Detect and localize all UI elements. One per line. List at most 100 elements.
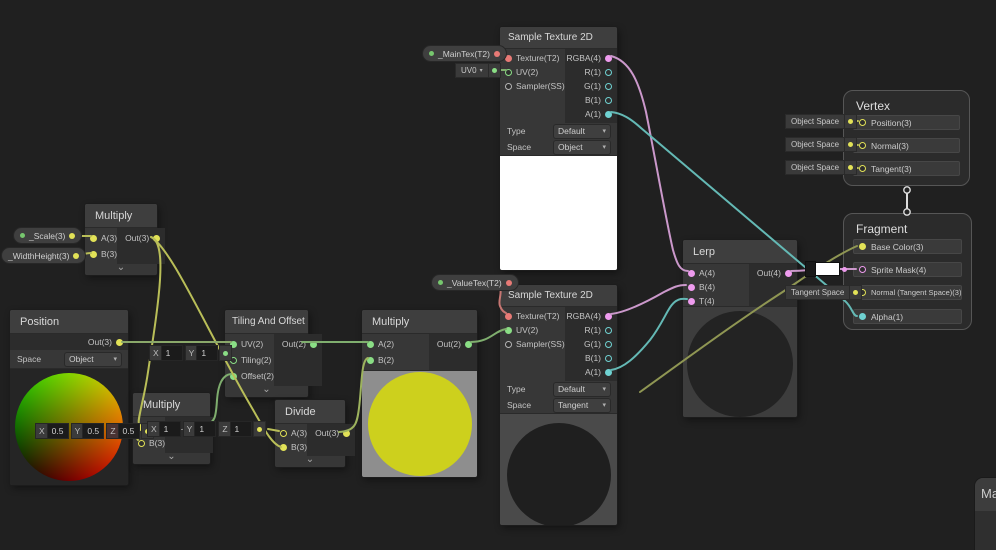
chip-tangent-space[interactable]: Tangent Space [786, 286, 862, 299]
fragment-row-sprite-mask[interactable]: Sprite Mask(4) [853, 262, 962, 277]
vertex-row-normal[interactable]: Normal(3) [853, 138, 960, 153]
output-port-g[interactable] [605, 82, 612, 90]
output-port-r[interactable] [605, 326, 612, 334]
node-title[interactable]: Multiply [362, 310, 477, 334]
input-port-texture[interactable] [505, 312, 512, 320]
node-sample-texture-2d-1[interactable]: Sample Texture 2D Texture(T2) UV(2) Samp… [500, 27, 617, 270]
fragment-row-normal[interactable]: Normal (Tangent Space)(3) [853, 285, 962, 300]
chip-object-space-1[interactable]: Object Space [786, 115, 857, 128]
vertex-row-position[interactable]: Position(3) [853, 115, 960, 130]
pill-output-port[interactable] [69, 232, 76, 239]
output-port-rgba[interactable] [605, 312, 612, 320]
pill-output-port[interactable] [73, 252, 80, 259]
node-title[interactable]: Multiply [133, 393, 210, 417]
input-port-b[interactable] [688, 283, 695, 291]
uv-channel-dropdown[interactable]: UV0 ▾ [456, 64, 488, 77]
output-port[interactable] [343, 429, 351, 437]
node-divide[interactable]: Divide A(3) B(3) Out(3) ⌄ [275, 400, 356, 467]
input-port-offset[interactable] [230, 372, 237, 380]
input-port-uv[interactable] [505, 326, 512, 334]
collapse-chevron-icon[interactable]: ⌄ [133, 452, 210, 464]
main-preview-title[interactable]: Ma [975, 478, 996, 511]
block-vertex[interactable]: Vertex Position(3) Normal(3) Tangent(3) [843, 90, 970, 186]
field-x-value[interactable]: 0.5 [47, 424, 68, 438]
property-pill-maintex[interactable]: _MainTex(T2) [423, 46, 506, 61]
fragment-row-base-color[interactable]: Base Color(3) [853, 239, 962, 254]
input-port-t[interactable] [688, 297, 695, 305]
field-z-value[interactable]: 1 [230, 422, 251, 436]
input-port-b[interactable] [138, 439, 145, 447]
block-fragment[interactable]: Fragment Base Color(3) Sprite Mask(4) No… [843, 213, 972, 330]
output-port-g[interactable] [605, 340, 612, 348]
block-port-position[interactable] [859, 119, 866, 126]
space-dropdown[interactable]: Object ▾ [554, 140, 610, 154]
field-x-value[interactable]: 1 [161, 346, 182, 360]
property-pill-widthheight[interactable]: _WidthHeight(3) [2, 248, 86, 263]
main-preview-panel[interactable]: Ma [975, 478, 996, 550]
space-dropdown[interactable]: Tangent ▾ [554, 398, 610, 412]
node-multiply-1[interactable]: Multiply A(3) B(3) Out(3) ⌄ [85, 204, 166, 275]
type-dropdown[interactable]: Default ▾ [554, 382, 610, 396]
input-port-a[interactable] [90, 234, 97, 242]
property-pill-valuetex[interactable]: _ValueTex(T2) [432, 275, 518, 290]
block-port-normal[interactable] [859, 142, 866, 149]
field-y-value[interactable]: 0.5 [83, 424, 104, 438]
vertex-row-tangent[interactable]: Tangent(3) [853, 161, 960, 176]
input-port-texture[interactable] [505, 54, 512, 62]
node-title[interactable]: Sample Texture 2D [500, 285, 617, 307]
field-z-value[interactable]: 0.5 [118, 424, 139, 438]
node-tiling-and-offset[interactable]: Tiling And Offset UV(2) Tiling(2) Offset… [225, 310, 323, 397]
collapse-chevron-icon[interactable]: ⌄ [275, 455, 345, 467]
output-port[interactable] [785, 269, 792, 277]
chip-object-space-3[interactable]: Object Space [786, 161, 857, 174]
output-port[interactable] [465, 340, 472, 348]
pill-output-port[interactable] [493, 50, 500, 57]
input-port-a[interactable] [138, 423, 145, 431]
input-port-sampler[interactable] [505, 340, 512, 348]
input-port-b[interactable] [367, 356, 374, 364]
input-port-b[interactable] [280, 443, 287, 451]
collapse-chevron-icon[interactable]: ⌄ [85, 263, 157, 275]
space-dropdown[interactable]: Object ▾ [65, 352, 121, 366]
vector3-default-multiply2-b[interactable]: X 0.5 Y 0.5 Z 0.5 [36, 424, 153, 438]
node-title[interactable]: Position [10, 310, 128, 334]
sprite-mask-color-widget[interactable] [806, 262, 847, 276]
block-port-alpha[interactable] [859, 313, 866, 320]
output-port-rgba[interactable] [605, 54, 612, 62]
field-x-value[interactable]: 1 [159, 422, 180, 436]
node-multiply-3[interactable]: Multiply A(2) B(2) Out(2) [362, 310, 477, 477]
output-port-b[interactable] [605, 96, 612, 104]
field-y-value[interactable]: 1 [195, 422, 216, 436]
input-port-a[interactable] [688, 269, 695, 277]
node-title[interactable]: Sample Texture 2D [500, 27, 617, 49]
output-port-a[interactable] [605, 110, 612, 118]
pill-output-port[interactable] [505, 279, 512, 286]
chip-object-space-2[interactable]: Object Space [786, 138, 857, 151]
node-title[interactable]: Divide [275, 400, 345, 424]
input-port-a[interactable] [280, 429, 287, 437]
node-title[interactable]: Multiply [85, 204, 157, 228]
node-position[interactable]: Position Out(3) Space Object ▾ [10, 310, 128, 485]
block-port-base-color[interactable] [859, 243, 866, 250]
node-sample-texture-2d-2[interactable]: Sample Texture 2D Texture(T2) UV(2) Samp… [500, 285, 617, 525]
fragment-row-alpha[interactable]: Alpha(1) [853, 309, 962, 324]
output-port[interactable] [310, 340, 318, 348]
output-port-a[interactable] [605, 368, 612, 376]
block-port-tangent[interactable] [859, 165, 866, 172]
output-port[interactable] [153, 234, 161, 242]
node-title[interactable]: Lerp [683, 240, 797, 264]
input-port-b[interactable] [90, 250, 97, 258]
uv-channel-widget[interactable]: UV0 ▾ [456, 64, 500, 77]
node-title[interactable]: Tiling And Offset [225, 310, 308, 334]
collapse-chevron-icon[interactable]: ⌄ [225, 385, 308, 397]
output-port-r[interactable] [605, 68, 612, 76]
input-port-sampler[interactable] [505, 82, 512, 90]
type-dropdown[interactable]: Default ▾ [554, 124, 610, 138]
output-port[interactable] [116, 338, 123, 346]
output-port-b[interactable] [605, 354, 612, 362]
color-swatch-white[interactable] [816, 263, 839, 275]
property-pill-scale[interactable]: _Scale(3) [14, 228, 82, 243]
